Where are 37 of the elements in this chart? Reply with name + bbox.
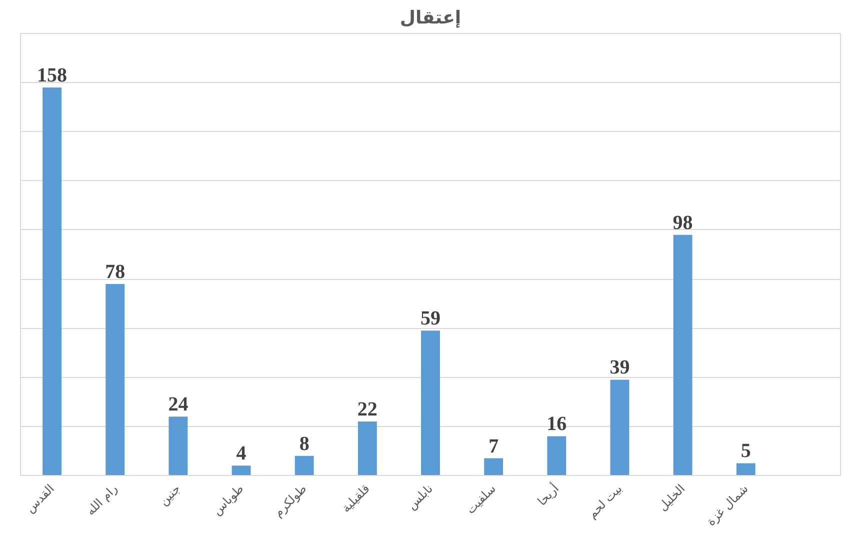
bar: [484, 458, 504, 476]
data-label: 5: [740, 440, 751, 462]
data-label: 158: [37, 64, 68, 87]
data-label: 4: [236, 442, 246, 465]
data-label: 16: [546, 413, 567, 436]
x-tick-label: سلفيت: [464, 482, 499, 517]
x-tick-label: شمال غزة: [704, 482, 751, 528]
data-label: 98: [672, 212, 693, 234]
x-tick-label: بيت لحم: [585, 482, 625, 522]
chart-title: إعتقال: [400, 8, 462, 28]
bar: [673, 234, 692, 476]
bar: [106, 284, 125, 476]
x-tick-label: جنين: [156, 482, 184, 508]
data-label: 7: [488, 435, 499, 458]
x-tick-label: أريحا: [534, 480, 562, 508]
x-tick-label: نابلس: [404, 482, 436, 512]
data-label: 24: [168, 394, 188, 416]
data-label: 39: [610, 356, 630, 379]
bar: [358, 421, 377, 476]
data-label: 59: [420, 308, 440, 330]
bar: [421, 330, 440, 476]
bar: [547, 436, 566, 476]
x-tick-label: رام الله: [83, 481, 120, 518]
x-tick-label: الخليل: [656, 482, 688, 514]
data-label: 78: [105, 260, 126, 283]
data-label: 22: [357, 398, 378, 420]
x-tick-label: القدس: [23, 482, 57, 516]
x-tick-label: طوباس: [210, 482, 246, 518]
bar: [232, 466, 251, 476]
bar: [168, 416, 188, 476]
x-tick-label: طولكرم: [271, 482, 310, 520]
bar: [736, 463, 756, 476]
x-tick-label: قلقيلية: [338, 482, 372, 516]
bar: [610, 380, 630, 476]
data-label: 8: [299, 432, 310, 455]
bar: [42, 88, 62, 476]
bar: [294, 456, 314, 476]
